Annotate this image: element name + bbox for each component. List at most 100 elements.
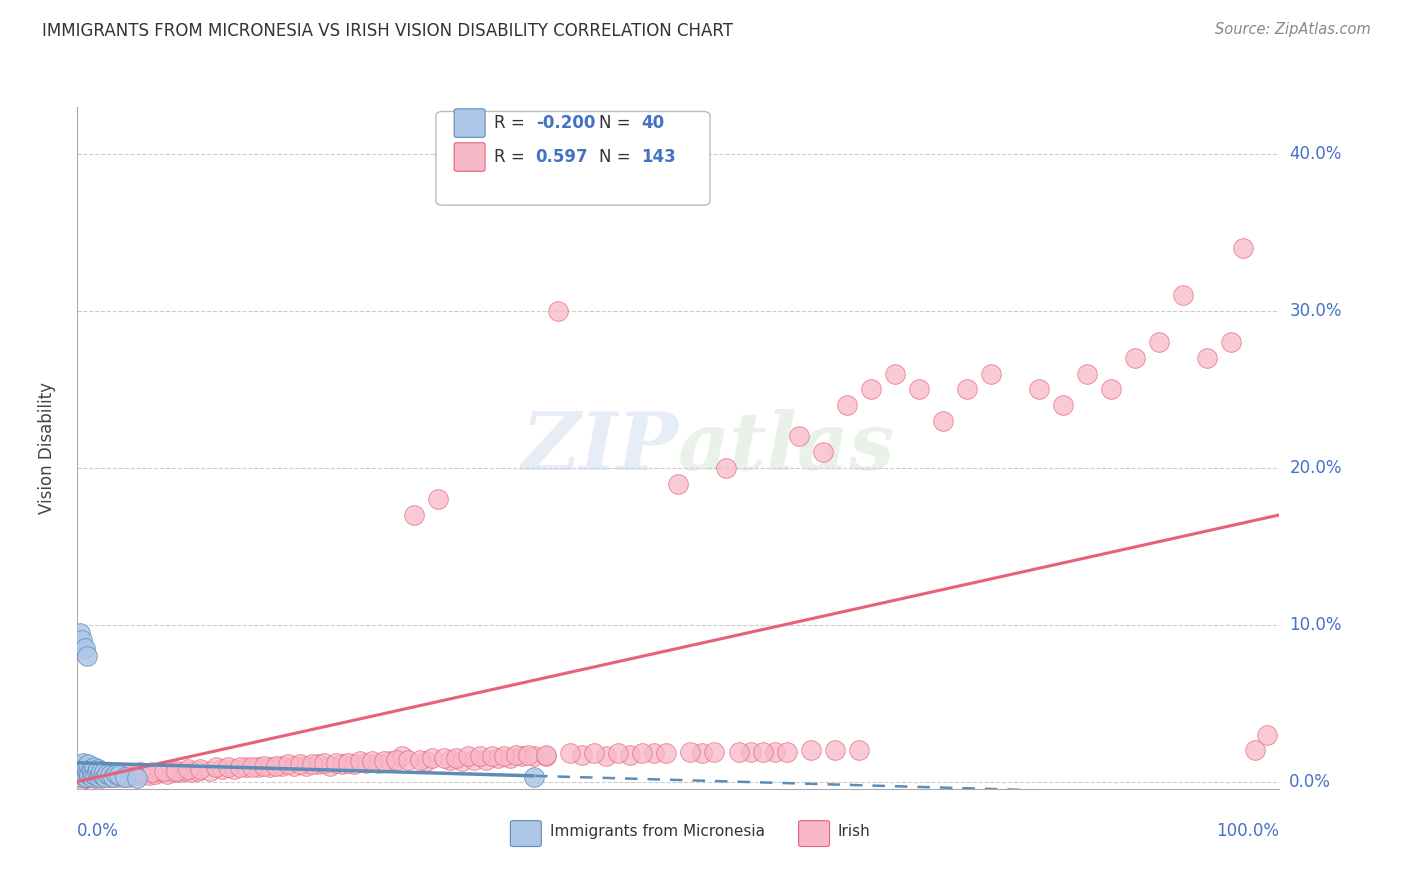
Point xyxy=(1173,288,1195,302)
Point xyxy=(188,762,211,776)
Point xyxy=(127,772,149,786)
Point xyxy=(433,751,456,765)
Point xyxy=(100,770,122,784)
Point xyxy=(127,768,149,782)
Point xyxy=(198,764,221,778)
Point xyxy=(70,772,93,787)
Point xyxy=(73,765,96,780)
Point xyxy=(523,770,546,784)
Point xyxy=(385,753,408,767)
Point xyxy=(150,765,173,780)
Point xyxy=(360,754,382,768)
Point xyxy=(84,772,107,786)
Point xyxy=(468,749,491,764)
Point xyxy=(104,766,127,780)
Point xyxy=(77,766,100,780)
Point xyxy=(560,747,582,761)
Point xyxy=(444,751,467,765)
Point xyxy=(83,760,105,774)
Point xyxy=(75,760,97,774)
Point xyxy=(727,745,749,759)
Point xyxy=(932,414,955,428)
Point xyxy=(105,770,128,784)
Point xyxy=(703,745,725,759)
Point xyxy=(70,633,93,648)
Text: 143: 143 xyxy=(641,148,676,166)
Point xyxy=(93,765,115,780)
Point xyxy=(114,770,136,784)
Point xyxy=(595,749,617,764)
Point xyxy=(312,756,335,770)
Point xyxy=(354,756,377,770)
Point xyxy=(325,756,347,770)
Point xyxy=(156,766,179,780)
Point xyxy=(70,770,93,784)
Point xyxy=(72,772,94,786)
Text: 100.0%: 100.0% xyxy=(1216,822,1279,840)
Point xyxy=(547,304,569,318)
Point xyxy=(800,743,823,757)
Point xyxy=(583,747,606,761)
Text: 30.0%: 30.0% xyxy=(1289,302,1341,320)
Point xyxy=(94,770,117,784)
Point xyxy=(294,759,316,773)
Point xyxy=(716,460,738,475)
Point xyxy=(330,757,353,772)
Text: 20.0%: 20.0% xyxy=(1289,458,1341,477)
Text: 0.0%: 0.0% xyxy=(77,822,120,840)
Point xyxy=(96,768,118,782)
Point xyxy=(128,765,150,780)
Point xyxy=(104,766,127,780)
Point xyxy=(103,770,125,784)
Point xyxy=(108,768,131,782)
Point xyxy=(463,753,485,767)
Point xyxy=(69,625,91,640)
Point xyxy=(1076,367,1098,381)
Point xyxy=(253,759,276,773)
Point xyxy=(307,757,329,772)
Text: Immigrants from Micronesia: Immigrants from Micronesia xyxy=(550,824,765,838)
Point xyxy=(835,398,858,412)
Point xyxy=(980,367,1002,381)
Point xyxy=(1220,335,1243,350)
Point xyxy=(132,766,155,780)
Point xyxy=(70,764,93,778)
Text: 40: 40 xyxy=(641,114,664,132)
Point xyxy=(162,765,184,780)
Point xyxy=(848,743,870,757)
Point xyxy=(908,383,931,397)
Text: R =: R = xyxy=(494,148,524,166)
Point xyxy=(69,762,91,776)
Point xyxy=(145,766,167,780)
Point xyxy=(165,764,187,778)
Text: 40.0%: 40.0% xyxy=(1289,145,1341,163)
Point xyxy=(336,756,359,770)
Point xyxy=(787,429,810,443)
Point xyxy=(180,765,202,780)
Point xyxy=(1197,351,1219,365)
Point xyxy=(475,753,498,767)
Point xyxy=(373,754,395,768)
Point xyxy=(90,772,112,786)
Text: 0.597: 0.597 xyxy=(536,148,588,166)
Point xyxy=(668,476,690,491)
Point xyxy=(72,756,94,770)
Text: 10.0%: 10.0% xyxy=(1289,615,1341,633)
Point xyxy=(643,747,665,761)
Point xyxy=(93,768,115,782)
Point xyxy=(288,757,311,772)
Point xyxy=(86,768,108,782)
Point xyxy=(319,759,342,773)
Point xyxy=(75,770,97,784)
Point xyxy=(204,760,226,774)
Point xyxy=(98,768,121,782)
Point xyxy=(235,760,257,774)
Text: R =: R = xyxy=(494,114,524,132)
Point xyxy=(655,747,678,761)
Point xyxy=(420,751,443,765)
Point xyxy=(396,753,419,767)
Point xyxy=(211,762,233,776)
Text: atlas: atlas xyxy=(679,409,896,487)
Text: N =: N = xyxy=(599,148,630,166)
Point xyxy=(89,766,111,780)
